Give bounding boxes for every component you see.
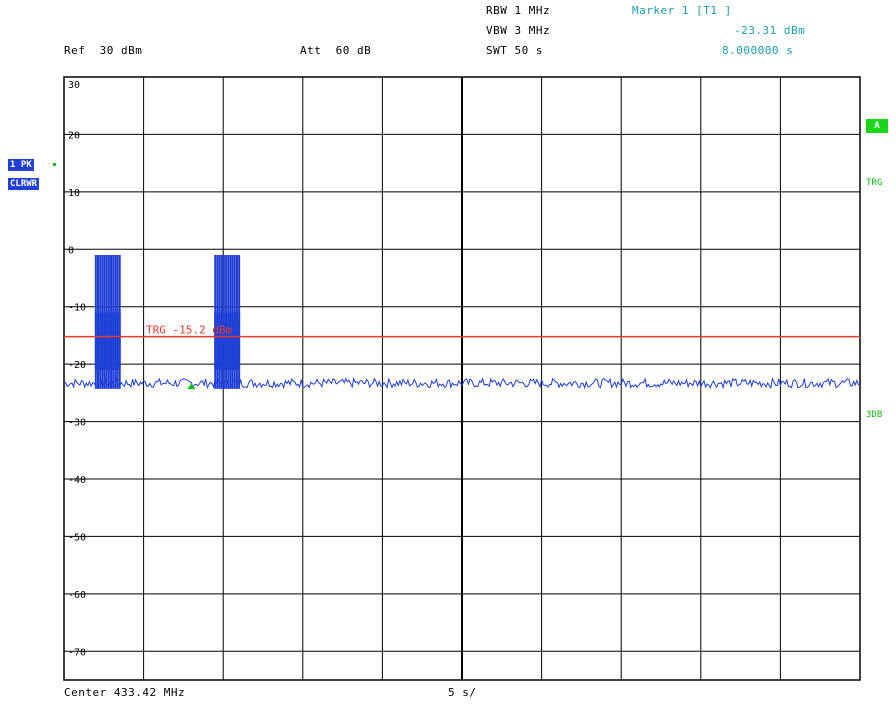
marker-time: 8.000000 s [722, 44, 794, 57]
trg-side-label: TRG [866, 178, 883, 188]
marker-1 [187, 383, 196, 390]
y-tick-labels: 30 20 10 0 -10 -20 -30 -40 -50 -60 -70 [68, 80, 86, 658]
y-tick-label: -20 [68, 360, 86, 371]
y-tick-label: -40 [68, 475, 86, 486]
trace-line [63, 376, 861, 390]
y-tick-label: -60 [68, 590, 86, 601]
y-tick-label: -10 [68, 303, 86, 314]
marker-title: Marker 1 [T1 ] [632, 4, 732, 17]
burst-block [214, 312, 241, 370]
y-tick-label: -30 [68, 418, 86, 429]
time-per-div: 5 s/ [448, 686, 477, 699]
ref-level: Ref 30 dBm [64, 44, 143, 57]
burst-block [94, 312, 121, 370]
rbw-label: RBW 1 MHz [486, 4, 551, 17]
center-frequency: Center 433.42 MHz [64, 686, 186, 699]
trace-indicator-dot [53, 163, 56, 166]
trigger-group: TRG -15.2 dBm [64, 324, 860, 390]
y-tick-label: -70 [68, 647, 86, 658]
y-tick-label: 30 [68, 80, 80, 91]
marker-level: -23.31 dBm [734, 24, 806, 37]
y-tick-label: 10 [68, 188, 80, 199]
trigger-label: TRG -15.2 dBm [146, 324, 232, 337]
trace-mode-badge: 1 PK [8, 159, 34, 171]
swt-label: SWT 50 s [486, 44, 543, 57]
attenuation: Att 60 dB [300, 44, 372, 57]
y-tick-label: 20 [68, 130, 80, 141]
a-indicator-box: A [866, 119, 888, 133]
threedb-side-label: 3DB [866, 410, 883, 420]
vbw-label: VBW 3 MHz [486, 24, 551, 37]
trace-group [63, 255, 861, 390]
grid [64, 77, 860, 680]
trace-clear-badge: CLRWR [8, 178, 40, 190]
y-tick-label: -50 [68, 532, 86, 543]
y-tick-label: 0 [68, 245, 74, 256]
